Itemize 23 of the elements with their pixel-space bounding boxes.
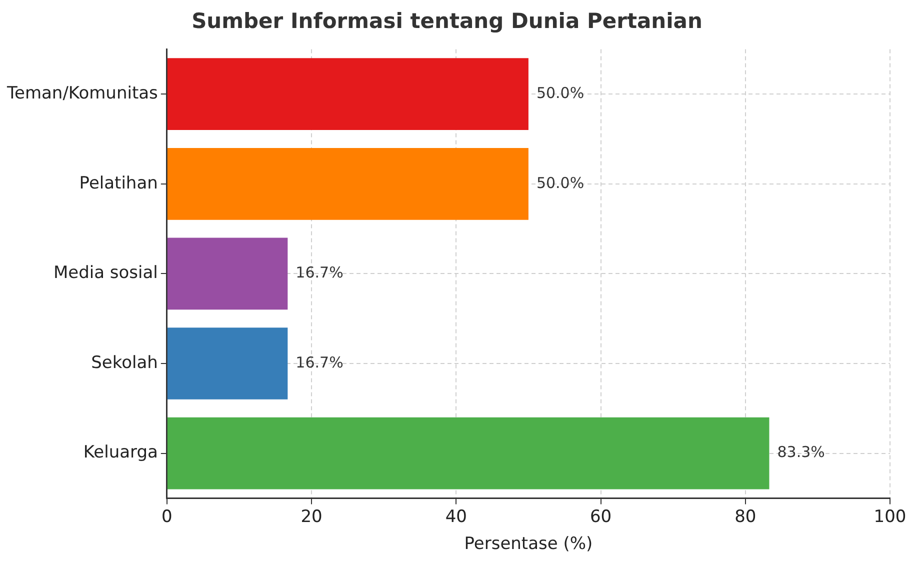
data-label: 16.7% [296,264,344,282]
x-tick-label: 60 [590,506,612,527]
chart-title: Sumber Informasi tentang Dunia Pertanian [192,9,702,34]
x-axis-title: Persentase (%) [464,534,593,554]
x-tick-label: 100 [874,506,906,527]
data-label: 50.0% [536,174,584,192]
bar [167,328,288,400]
data-label: 50.0% [536,84,584,102]
bar [167,238,288,310]
x-tick-label: 0 [161,506,172,527]
y-tick-label: Teman/Komunitas [6,84,158,104]
data-label: 16.7% [296,353,344,372]
y-tick-label: Media sosial [53,263,158,284]
x-tick-label: 40 [445,506,467,527]
y-tick-label: Keluarga [83,442,158,463]
x-tick-label: 20 [300,506,322,527]
y-tick-label: Sekolah [91,352,158,373]
bar [167,417,770,490]
x-tick-label: 80 [734,506,756,527]
bar [167,148,528,220]
data-label: 83.3% [777,443,825,462]
y-tick-label: Pelatihan [79,173,158,194]
bar [167,58,528,130]
